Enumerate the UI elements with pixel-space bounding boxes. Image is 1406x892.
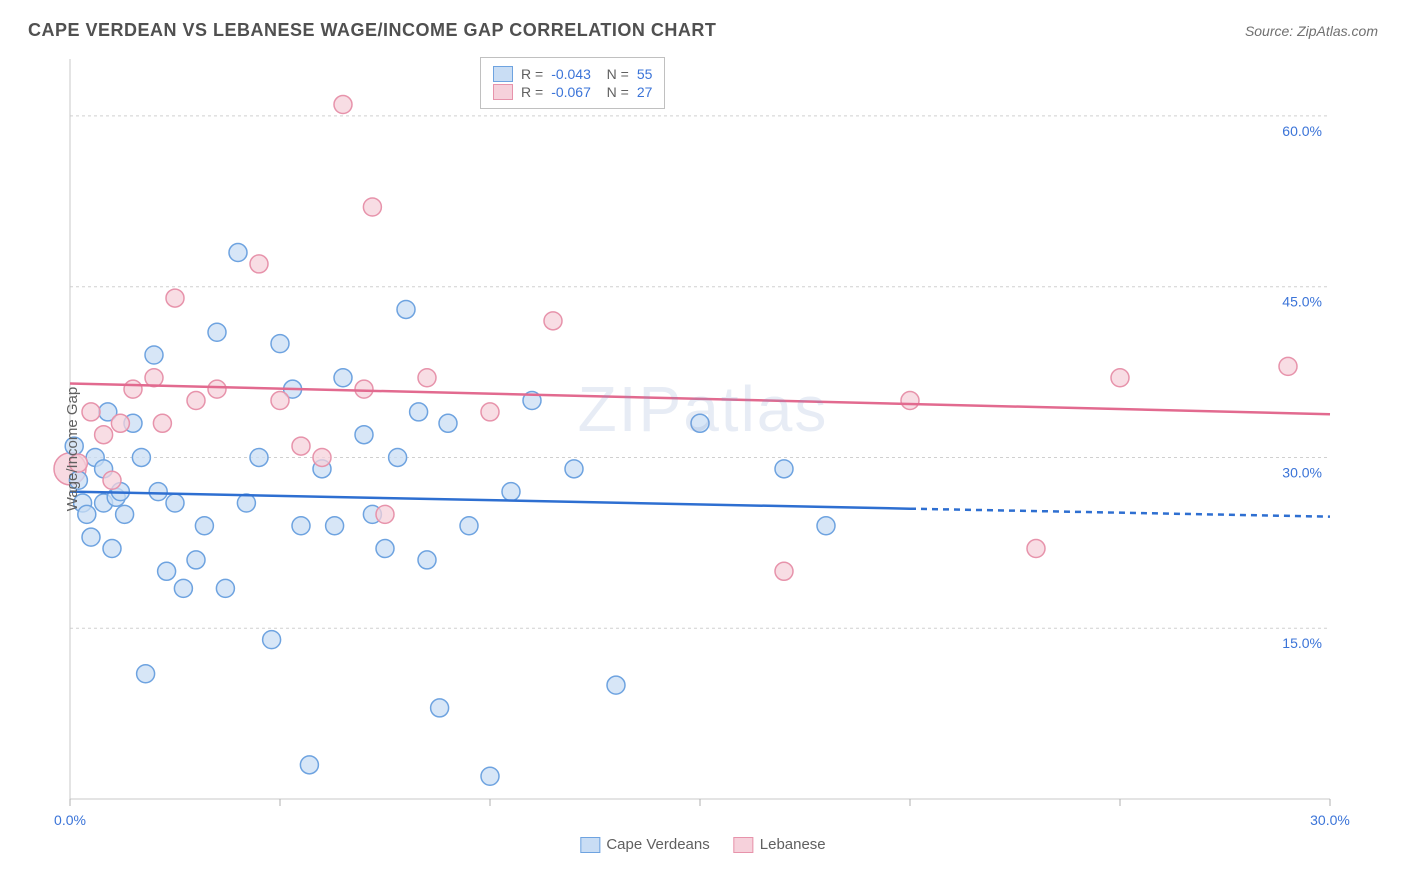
chart-source: Source: ZipAtlas.com (1245, 23, 1378, 39)
svg-text:15.0%: 15.0% (1282, 635, 1322, 651)
legend-swatch-icon (493, 66, 513, 82)
svg-text:45.0%: 45.0% (1282, 294, 1322, 310)
chart-header: CAPE VERDEAN VS LEBANESE WAGE/INCOME GAP… (20, 20, 1386, 41)
legend-item-capeverdeans: Cape Verdeans (580, 836, 709, 853)
legend-row-capeverdeans: R = -0.043 N = 55 (493, 66, 652, 82)
legend-n-value: 27 (637, 84, 653, 100)
legend-r-value: -0.067 (551, 84, 591, 100)
svg-text:30.0%: 30.0% (1310, 812, 1350, 828)
y-axis-label: Wage/Income Gap (64, 387, 81, 512)
svg-text:30.0%: 30.0% (1282, 464, 1322, 480)
series-legend: Cape Verdeans Lebanese (580, 836, 825, 853)
chart-container: Wage/Income Gap ZIPatlas 15.0%30.0%45.0%… (20, 49, 1386, 849)
legend-n-label: N = (599, 66, 629, 82)
legend-series-label: Cape Verdeans (606, 836, 709, 853)
legend-swatch-icon (493, 84, 513, 100)
scatter-chart: 15.0% 30.0% 45.0% 60.0% 0.0% 30.0% (20, 49, 1386, 849)
legend-r-label: R = (521, 84, 543, 100)
legend-series-label: Lebanese (760, 836, 826, 853)
svg-text:60.0%: 60.0% (1282, 123, 1322, 139)
legend-r-label: R = (521, 66, 543, 82)
legend-r-value: -0.043 (551, 66, 591, 82)
legend-row-lebanese: R = -0.067 N = 27 (493, 84, 652, 100)
correlation-legend: R = -0.043 N = 55 R = -0.067 N = 27 (480, 57, 665, 109)
legend-item-lebanese: Lebanese (734, 836, 826, 853)
legend-swatch-icon (580, 837, 600, 853)
svg-text:0.0%: 0.0% (54, 812, 86, 828)
chart-title: CAPE VERDEAN VS LEBANESE WAGE/INCOME GAP… (28, 20, 716, 41)
legend-n-label: N = (599, 84, 629, 100)
legend-swatch-icon (734, 837, 754, 853)
legend-n-value: 55 (637, 66, 653, 82)
